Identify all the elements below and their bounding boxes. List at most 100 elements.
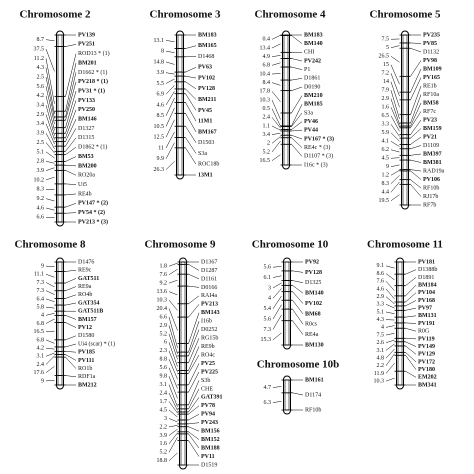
leader-line bbox=[65, 335, 77, 341]
marker-label: D1476 bbox=[78, 259, 94, 265]
distance-label: 2.9 bbox=[377, 294, 385, 300]
distance-label: 6.8 bbox=[37, 337, 45, 343]
distance-label: 3.9 bbox=[160, 433, 168, 439]
chromosome-bar bbox=[401, 30, 409, 210]
marker-label: RAI4a bbox=[201, 293, 217, 299]
marker-label: RE9a bbox=[78, 284, 92, 290]
distance-label: 4.2 bbox=[37, 93, 45, 99]
marker-label: D0190 bbox=[304, 84, 320, 90]
distance-label: 6.8 bbox=[263, 63, 271, 69]
marker-label: BM130 bbox=[305, 342, 324, 348]
marker-label: PV218 * (1) bbox=[78, 78, 108, 85]
leader-line bbox=[390, 107, 400, 128]
marker-label: ROC18b bbox=[198, 162, 219, 168]
distance-label: 3.4 bbox=[37, 121, 45, 127]
distance-label: 13.4 bbox=[260, 45, 271, 51]
leader-line bbox=[168, 437, 178, 453]
distance-label: 3.9 bbox=[37, 131, 45, 137]
leader-line bbox=[385, 363, 395, 374]
marker-label: D1388b bbox=[418, 267, 437, 273]
distance-label: 9 bbox=[41, 378, 44, 384]
chromosome-bar bbox=[56, 30, 64, 227]
distance-label: 4.3 bbox=[377, 317, 385, 323]
leader-line bbox=[165, 40, 175, 43]
leader-line bbox=[165, 131, 175, 149]
distance-label: 3.9 bbox=[37, 168, 45, 174]
leader-line bbox=[45, 380, 55, 382]
distance-label: 26.5 bbox=[379, 54, 390, 60]
map-title: Chromosome 10b bbox=[257, 359, 340, 371]
marker-label: BM140 bbox=[305, 291, 324, 297]
leader-line bbox=[45, 167, 55, 171]
marker-label: D1862 * (1) bbox=[78, 144, 107, 151]
leader-line bbox=[271, 154, 281, 161]
marker-label: BM183 bbox=[304, 32, 323, 38]
leader-line bbox=[410, 102, 422, 127]
leader-line bbox=[65, 170, 77, 176]
leader-line bbox=[272, 295, 282, 309]
leader-line bbox=[405, 370, 417, 378]
distance-label: 12.5 bbox=[154, 135, 165, 141]
leader-line bbox=[65, 44, 77, 47]
leader-line bbox=[390, 45, 400, 48]
leader-line bbox=[188, 354, 200, 374]
leader-line bbox=[45, 114, 55, 140]
distance-label: 4 bbox=[381, 325, 384, 331]
marker-label: PV225 bbox=[201, 369, 218, 375]
distance-label: 2.3 bbox=[160, 348, 168, 354]
marker-label: PV147 * (2) bbox=[78, 200, 108, 207]
distance-label: 16.5 bbox=[260, 158, 271, 164]
leader-line bbox=[291, 112, 303, 127]
leader-line bbox=[272, 401, 282, 403]
leader-line bbox=[292, 392, 304, 396]
leader-line bbox=[272, 332, 282, 341]
leader-line bbox=[185, 93, 197, 111]
leader-line bbox=[410, 159, 422, 163]
distance-label: 0.4 bbox=[263, 37, 271, 43]
leader-line bbox=[390, 90, 400, 119]
marker-label: PV11 bbox=[201, 454, 215, 460]
distance-label: 7.9 bbox=[382, 88, 390, 94]
leader-line bbox=[65, 183, 77, 185]
leader-line bbox=[188, 422, 200, 425]
leader-line bbox=[65, 119, 77, 142]
distance-label: 10.4 bbox=[260, 71, 271, 77]
leader-line bbox=[292, 320, 304, 335]
marker-label: BM146 bbox=[78, 117, 97, 123]
leader-line bbox=[405, 269, 417, 275]
chromosome-map: Chromosome 10b BM161 D1174 RF10b 4.7 6.3 bbox=[257, 359, 340, 415]
leader-line bbox=[188, 363, 200, 385]
distance-label: 2.8 bbox=[37, 159, 45, 165]
distance-label: 5.2 bbox=[263, 149, 271, 155]
distance-label: 7.3 bbox=[37, 288, 45, 294]
marker-label: PV128 bbox=[305, 270, 322, 276]
leader-line bbox=[271, 55, 281, 57]
leader-line bbox=[165, 107, 175, 127]
map-title: Chromosome 11 bbox=[367, 239, 443, 251]
leader-line bbox=[45, 198, 55, 202]
distance-label: 3.3 bbox=[382, 122, 390, 128]
marker-label: D1580 bbox=[78, 333, 94, 339]
marker-label: PV128 bbox=[198, 86, 215, 92]
marker-label: PV213 * (3) bbox=[78, 218, 108, 225]
distance-label: 4.2 bbox=[37, 345, 45, 351]
leader-line bbox=[390, 98, 400, 125]
leader-line bbox=[168, 359, 178, 380]
distance-label: 2.9 bbox=[160, 323, 168, 329]
leader-line bbox=[168, 367, 178, 389]
leader-line bbox=[165, 119, 175, 138]
marker-label: BM200 bbox=[78, 163, 97, 169]
leader-line bbox=[390, 181, 400, 193]
leader-line bbox=[65, 294, 77, 299]
distance-label: 4 bbox=[41, 313, 44, 319]
distance-label: 9.8 bbox=[160, 374, 168, 380]
leader-line bbox=[45, 105, 55, 136]
leader-line bbox=[390, 170, 400, 176]
distance-label: 1.2 bbox=[382, 173, 390, 179]
marker-label: BM167 bbox=[198, 129, 217, 135]
marker-label: PV168 bbox=[418, 298, 435, 304]
leader-line bbox=[390, 124, 400, 137]
distance-label: 10.2 bbox=[34, 177, 45, 183]
